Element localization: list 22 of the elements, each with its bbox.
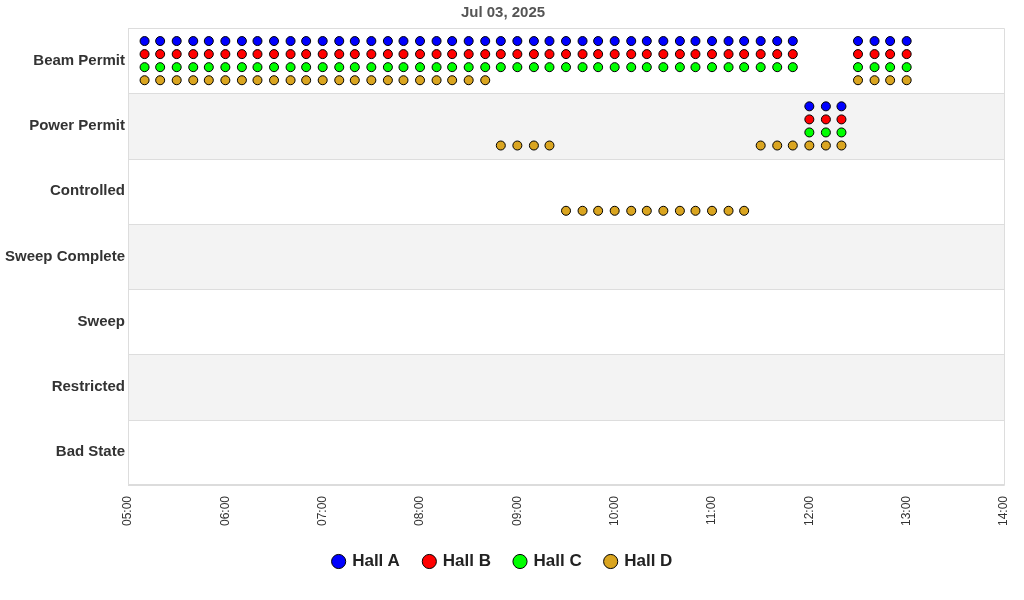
- y-tick-label: Restricted: [51, 377, 126, 395]
- x-tick-label: 14:00: [996, 495, 1011, 526]
- x-tick-label: 12:00: [801, 495, 816, 526]
- y-tick-label: Beam Permit: [33, 50, 126, 68]
- x-tick-label: 06:00: [217, 495, 232, 526]
- x-tick-label: 10:00: [606, 495, 621, 526]
- x-tick-label: 07:00: [315, 495, 329, 526]
- legend-label: Hall D: [624, 551, 673, 571]
- y-tick-label: Sweep: [77, 311, 126, 329]
- x-tick-label: 13:00: [898, 495, 913, 526]
- y-tick-label: Power Permit: [29, 116, 126, 134]
- legend-label: Hall B: [442, 551, 492, 571]
- y-tick-label: Controlled: [50, 181, 126, 199]
- legend-label: Hall C: [533, 551, 582, 571]
- y-tick-label: Bad State: [55, 442, 126, 460]
- x-tick-label: 05:00: [120, 495, 135, 526]
- chart-title: Jul 03, 2025: [460, 3, 546, 21]
- x-tick-label: 11:00: [704, 495, 719, 526]
- legend-label: Hall A: [352, 551, 400, 571]
- y-tick-label: Sweep Complete: [5, 246, 126, 264]
- x-tick-label: 08:00: [412, 495, 427, 526]
- x-tick-label: 09:00: [509, 495, 524, 526]
